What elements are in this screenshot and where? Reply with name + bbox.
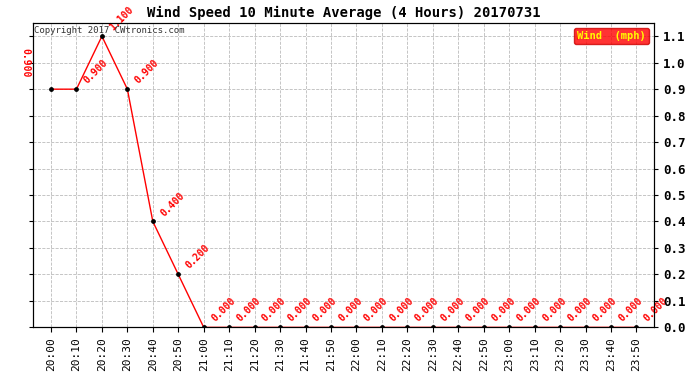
Point	[122, 86, 133, 92]
Point	[97, 33, 108, 39]
Point	[504, 324, 515, 330]
Text: 0.000: 0.000	[286, 296, 313, 324]
Text: 0.000: 0.000	[489, 296, 517, 324]
Legend: Wind  (mph): Wind (mph)	[574, 28, 649, 45]
Text: 0.000: 0.000	[413, 296, 441, 324]
Point	[71, 86, 82, 92]
Text: 0.000: 0.000	[362, 296, 390, 324]
Point	[555, 324, 566, 330]
Point	[402, 324, 413, 330]
Text: 0.000: 0.000	[515, 296, 542, 324]
Title: Wind Speed 10 Minute Average (4 Hours) 20170731: Wind Speed 10 Minute Average (4 Hours) 2…	[147, 6, 540, 21]
Text: 0.000: 0.000	[566, 296, 593, 324]
Text: 0.000: 0.000	[337, 296, 364, 324]
Text: 0.000: 0.000	[209, 296, 237, 324]
Point	[427, 324, 438, 330]
Point	[478, 324, 489, 330]
Point	[580, 324, 591, 330]
Text: 0.000: 0.000	[642, 296, 670, 324]
Text: 1.100: 1.100	[108, 5, 135, 33]
Text: 0.000: 0.000	[311, 296, 339, 324]
Text: 0.000: 0.000	[388, 296, 415, 324]
Text: 0.000: 0.000	[464, 296, 492, 324]
Text: 0.900: 0.900	[21, 48, 30, 77]
Point	[631, 324, 642, 330]
Point	[198, 324, 209, 330]
Point	[275, 324, 286, 330]
Text: 0.900: 0.900	[133, 58, 161, 86]
Text: 0.000: 0.000	[235, 296, 263, 324]
Text: 0.900: 0.900	[82, 58, 110, 86]
Text: 0.200: 0.200	[184, 243, 212, 271]
Text: 0.000: 0.000	[260, 296, 288, 324]
Point	[224, 324, 235, 330]
Point	[377, 324, 388, 330]
Point	[529, 324, 540, 330]
Point	[46, 86, 57, 92]
Point	[453, 324, 464, 330]
Point	[249, 324, 260, 330]
Point	[300, 324, 311, 330]
Text: 0.000: 0.000	[617, 296, 644, 324]
Text: 0.000: 0.000	[591, 296, 619, 324]
Text: Copyright 2017 CWtronics.com: Copyright 2017 CWtronics.com	[34, 26, 185, 35]
Text: 0.000: 0.000	[438, 296, 466, 324]
Text: 0.400: 0.400	[159, 190, 186, 218]
Point	[606, 324, 617, 330]
Point	[147, 219, 158, 225]
Text: 0.000: 0.000	[540, 296, 568, 324]
Point	[172, 272, 184, 278]
Point	[326, 324, 337, 330]
Point	[351, 324, 362, 330]
